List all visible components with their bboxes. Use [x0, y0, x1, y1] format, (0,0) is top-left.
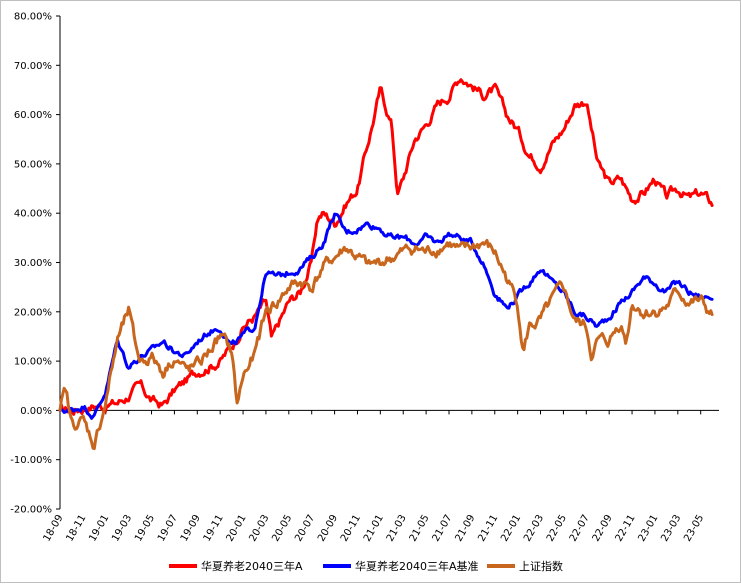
x-tick-label: 21-01	[362, 513, 386, 544]
series-layer	[58, 78, 714, 451]
y-tick-label: 0.00%	[20, 406, 52, 417]
x-tick-label: 18-09	[42, 513, 66, 544]
legend-label-3: 上证指数	[519, 559, 563, 573]
x-tick-label: 21-07	[431, 513, 455, 544]
x-tick-label: 19-11	[202, 513, 226, 544]
x-tick-label: 19-05	[133, 513, 157, 544]
legend-label-1: 华夏养老2040三年A	[201, 559, 303, 573]
x-tick-label: 22-09	[591, 513, 615, 544]
x-tick-label: 22-01	[499, 513, 523, 544]
y-tick-label: 30.00%	[14, 258, 52, 269]
y-tick-label: -10.00%	[10, 455, 52, 466]
x-tick-label: 20-11	[339, 513, 363, 544]
x-tick-label: 21-09	[453, 513, 477, 544]
x-tick-label: 22-07	[568, 513, 592, 544]
y-tick-label: -20.00%	[10, 505, 52, 516]
y-tick-label: 50.00%	[14, 159, 52, 170]
x-tick-label: 23-01	[636, 513, 660, 544]
legend: 华夏养老2040三年A 华夏养老2040三年A基准 上证指数	[169, 559, 563, 573]
x-tick-label: 20-01	[225, 513, 249, 544]
x-tick-label: 22-05	[545, 513, 569, 544]
x-tick-label: 22-11	[614, 513, 638, 544]
y-tick-label: 40.00%	[14, 209, 52, 220]
y-tick-label: 80.00%	[14, 12, 52, 23]
x-tick-label: 22-03	[522, 513, 546, 544]
series-line-2	[58, 212, 714, 420]
x-tick-label: 20-05	[270, 513, 294, 544]
legend-label-2: 华夏养老2040三年A基准	[355, 559, 479, 573]
y-tick-label: 10.00%	[14, 357, 52, 368]
x-tick-label: 19-03	[110, 513, 134, 544]
x-tick-label: 20-07	[293, 513, 317, 544]
y-tick-label: 60.00%	[14, 110, 52, 121]
x-tick-label: 20-03	[247, 513, 271, 544]
x-tick-label: 21-11	[476, 513, 500, 544]
x-tick-label: 23-05	[682, 513, 706, 544]
y-tick-label: 20.00%	[14, 307, 52, 318]
x-tick-label: 20-09	[316, 513, 340, 544]
x-tick-label: 21-03	[385, 513, 409, 544]
x-tick-label: 19-01	[87, 513, 111, 544]
series-line-1	[58, 78, 714, 416]
axes-layer: -20.00% -10.00% 0.00% 10.00% 20.00% 30.00% 40.…	[10, 12, 719, 544]
x-tick-label: 21-05	[408, 513, 432, 544]
x-tick-label: 23-03	[659, 513, 683, 544]
series-line-3	[58, 238, 714, 451]
x-tick-label: 19-07	[156, 513, 180, 544]
y-tick-label: 70.00%	[14, 61, 52, 72]
x-tick-label: 18-11	[64, 513, 88, 544]
x-tick-label: 19-09	[179, 513, 203, 544]
